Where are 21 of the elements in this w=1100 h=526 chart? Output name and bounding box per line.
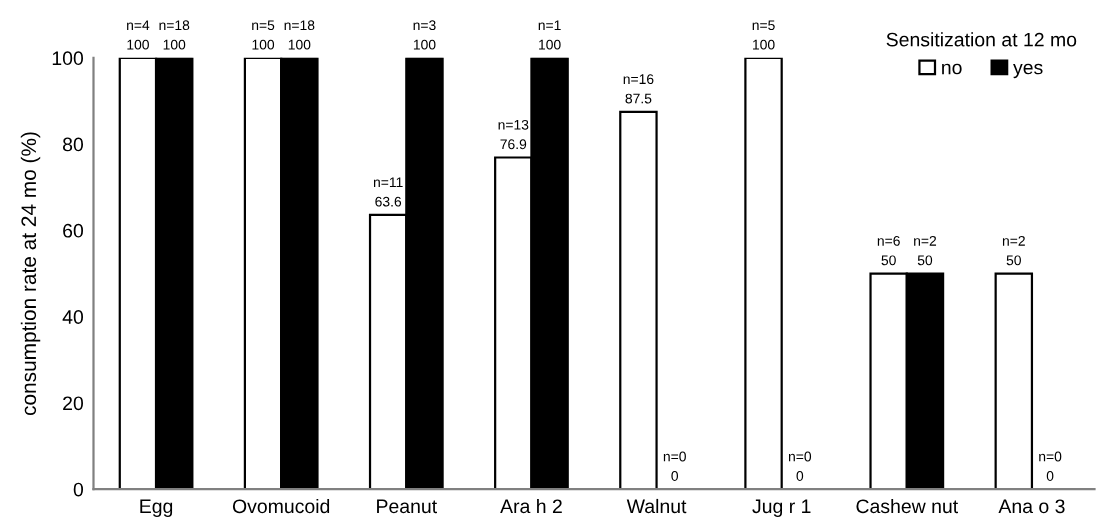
y-tick-label: 20 xyxy=(63,396,84,411)
x-tick-label: Peanut xyxy=(377,499,437,514)
x-tick-label: Walnut xyxy=(626,498,687,514)
y-tick-label: 40 xyxy=(62,310,84,324)
y-tick-label: 100 xyxy=(52,51,84,66)
x-tick-label: Cashew nut xyxy=(856,498,959,514)
bar xyxy=(619,110,658,490)
y-tick-label: 60 xyxy=(63,223,84,238)
x-tick-label: Ara h 2 xyxy=(500,498,562,514)
bar xyxy=(744,57,783,490)
y-axis-title: consumption rate at 24 mo (%) xyxy=(20,132,41,416)
x-tick-label: Egg xyxy=(140,499,173,518)
legend-label: yes xyxy=(1013,63,1043,79)
y-tick-label: 80 xyxy=(63,137,84,152)
legend-label: no xyxy=(942,63,962,75)
x-tick-label: Ovomucoid xyxy=(232,498,330,514)
x-tick-label: Ana o 3 xyxy=(998,499,1065,514)
y-tick-label: 0 xyxy=(73,482,84,497)
bar xyxy=(994,272,1034,490)
x-tick-label: Jug r 1 xyxy=(752,499,811,518)
legend-title: Sensitization at 12 mo xyxy=(886,32,1077,47)
